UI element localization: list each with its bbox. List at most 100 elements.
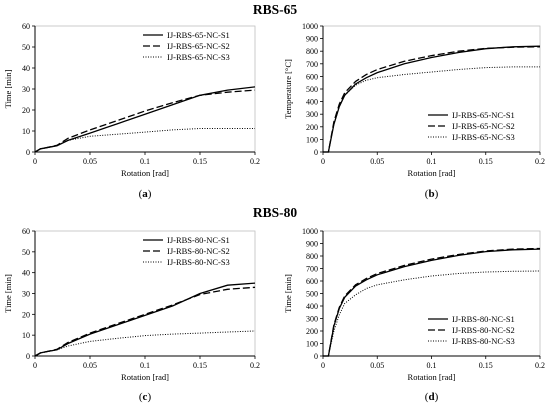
x-tick-label: 0.2 bbox=[535, 157, 545, 166]
y-tick-label: 50 bbox=[22, 43, 30, 52]
x-tick-label: 0 bbox=[33, 157, 37, 166]
y-tick-label: 30 bbox=[22, 290, 30, 299]
y-tick-label: 900 bbox=[306, 240, 318, 249]
series-line-dotted bbox=[34, 330, 256, 357]
y-tick-label: 60 bbox=[22, 22, 30, 31]
chart-panel-a: 0 0.05 0.1 0.15 0.2 0 10 20 30 40 50 60 Rotation [ra… bbox=[3, 22, 260, 200]
y-tick-label: 60 bbox=[22, 227, 30, 236]
series-line-solid bbox=[34, 86, 256, 153]
x-tick-label: 0.2 bbox=[250, 361, 260, 370]
y-tick-label: 500 bbox=[306, 290, 318, 299]
y-axis-label: Time [min] bbox=[3, 70, 13, 109]
y-axis-label: Time [min] bbox=[3, 274, 13, 313]
y-tick-label: 0 bbox=[26, 352, 30, 361]
x-tick-label: 0.15 bbox=[479, 157, 493, 166]
legend: IJ-RBS-80-NC-S1IJ-RBS-80-NC-S2IJ-RBS-80-… bbox=[428, 314, 515, 346]
y-tick-label: 10 bbox=[22, 127, 30, 136]
series-line-dashed bbox=[34, 89, 256, 153]
y-axis-label: Temperature [°C] bbox=[283, 59, 293, 119]
legend-label: IJ-RBS-65-NC-S2 bbox=[452, 121, 515, 131]
y-tick-label: 0 bbox=[26, 148, 30, 157]
chart-panel-d: 0 0.05 0.1 0.15 0.2 0 100 200 300 400 500 600 700 800… bbox=[283, 227, 545, 403]
y-tick-label: 200 bbox=[306, 123, 318, 132]
x-tick-label: 0.1 bbox=[427, 361, 437, 370]
panel-label: (c) bbox=[139, 391, 152, 403]
group-title-rbs-65: RBS-65 bbox=[253, 2, 298, 17]
legend-label: IJ-RBS-65-NC-S2 bbox=[167, 41, 230, 51]
y-tick-label: 30 bbox=[22, 85, 30, 94]
panel-label: (a) bbox=[139, 188, 152, 200]
series-line-dotted bbox=[323, 270, 541, 357]
x-tick-label: 0.05 bbox=[370, 157, 384, 166]
legend-label: IJ-RBS-65-NC-S1 bbox=[167, 30, 230, 40]
legend-label: IJ-RBS-80-NC-S2 bbox=[452, 325, 515, 335]
y-axis-label: Time [min] bbox=[283, 274, 293, 313]
y-tick-label: 300 bbox=[306, 110, 318, 119]
group-title-rbs-80: RBS-80 bbox=[253, 205, 298, 220]
x-axis-label: Rotation [rad] bbox=[408, 168, 456, 178]
chart-panel-c: 0 0.05 0.1 0.15 0.2 0 10 20 30 40 50 60 Rotation [ra… bbox=[3, 227, 260, 403]
y-tick-label: 700 bbox=[306, 265, 318, 274]
x-axis-label: Rotation [rad] bbox=[121, 372, 169, 382]
y-tick-label: 200 bbox=[306, 327, 318, 336]
x-tick-label: 0.2 bbox=[535, 361, 545, 370]
legend: IJ-RBS-65-NC-S1IJ-RBS-65-NC-S2IJ-RBS-65-… bbox=[143, 30, 230, 62]
x-tick-label: 0.1 bbox=[427, 157, 437, 166]
x-tick-label: 0.2 bbox=[250, 157, 260, 166]
x-tick-label: 0.1 bbox=[140, 157, 150, 166]
legend: IJ-RBS-80-NC-S1IJ-RBS-80-NC-S2IJ-RBS-80-… bbox=[143, 235, 230, 267]
legend-label: IJ-RBS-65-NC-S1 bbox=[452, 110, 515, 120]
x-tick-label: 0.05 bbox=[83, 361, 97, 370]
x-tick-label: 0.1 bbox=[140, 361, 150, 370]
y-tick-label: 1000 bbox=[302, 22, 318, 31]
legend-label: IJ-RBS-80-NC-S3 bbox=[167, 257, 230, 267]
legend-label: IJ-RBS-80-NC-S3 bbox=[452, 336, 515, 346]
y-tick-label: 700 bbox=[306, 60, 318, 69]
x-tick-label: 0.05 bbox=[83, 157, 97, 166]
y-tick-label: 40 bbox=[22, 64, 30, 73]
x-tick-label: 0.15 bbox=[193, 361, 207, 370]
series-line-dashed bbox=[34, 286, 256, 357]
x-tick-label: 0 bbox=[33, 361, 37, 370]
series-line-dashed bbox=[323, 46, 541, 153]
y-tick-label: 500 bbox=[306, 85, 318, 94]
y-tick-label: 900 bbox=[306, 35, 318, 44]
chart-panels: 0 0.05 0.1 0.15 0.2 0 10 20 30 40 50 60 Rotation [ra… bbox=[3, 22, 545, 403]
x-axis-label: Rotation [rad] bbox=[408, 372, 456, 382]
y-tick-label: 400 bbox=[306, 98, 318, 107]
y-tick-label: 0 bbox=[314, 352, 318, 361]
legend-label: IJ-RBS-65-NC-S3 bbox=[452, 132, 515, 142]
y-tick-label: 100 bbox=[306, 340, 318, 349]
y-tick-label: 1000 bbox=[302, 227, 318, 236]
series-line-dotted bbox=[34, 128, 255, 153]
x-tick-label: 0.05 bbox=[370, 361, 384, 370]
y-tick-label: 20 bbox=[22, 310, 30, 319]
x-tick-label: 0 bbox=[321, 157, 325, 166]
y-tick-label: 40 bbox=[22, 269, 30, 278]
x-tick-label: 0.15 bbox=[193, 157, 207, 166]
series-line-dashed bbox=[323, 247, 541, 357]
panel-label: (b) bbox=[425, 188, 439, 200]
y-tick-label: 600 bbox=[306, 277, 318, 286]
chart-panel-b: 0 0.05 0.1 0.15 0.2 0 100 200 300 400 500 600 700 800… bbox=[283, 22, 545, 200]
y-tick-label: 10 bbox=[22, 331, 30, 340]
y-tick-label: 300 bbox=[306, 315, 318, 324]
y-tick-label: 600 bbox=[306, 72, 318, 81]
legend-label: IJ-RBS-65-NC-S3 bbox=[167, 52, 230, 62]
y-tick-label: 400 bbox=[306, 302, 318, 311]
y-tick-label: 50 bbox=[22, 248, 30, 257]
y-tick-label: 100 bbox=[306, 135, 318, 144]
panel-label: (d) bbox=[425, 391, 439, 403]
legend-label: IJ-RBS-80-NC-S1 bbox=[167, 235, 230, 245]
legend-label: IJ-RBS-80-NC-S1 bbox=[452, 314, 515, 324]
y-tick-label: 800 bbox=[306, 47, 318, 56]
y-tick-label: 800 bbox=[306, 252, 318, 261]
y-tick-label: 20 bbox=[22, 106, 30, 115]
x-tick-label: 0 bbox=[321, 361, 325, 370]
x-tick-label: 0.15 bbox=[479, 361, 493, 370]
series-line-solid bbox=[34, 282, 256, 357]
legend: IJ-RBS-65-NC-S1IJ-RBS-65-NC-S2IJ-RBS-65-… bbox=[428, 110, 515, 142]
legend-label: IJ-RBS-80-NC-S2 bbox=[167, 246, 230, 256]
x-axis-label: Rotation [rad] bbox=[121, 168, 169, 178]
